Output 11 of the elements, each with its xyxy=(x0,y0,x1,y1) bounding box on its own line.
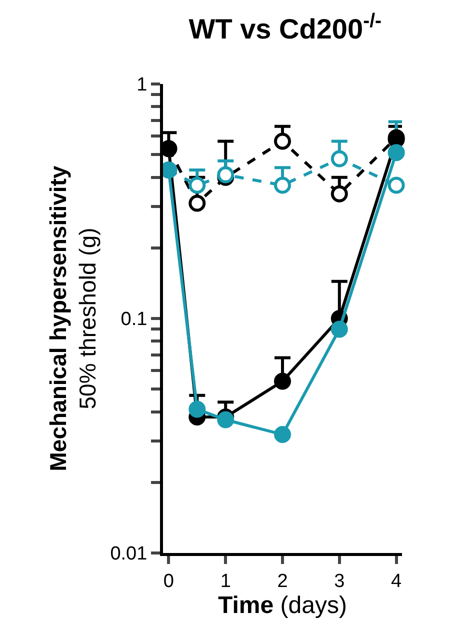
x-axis-title: Time (days) xyxy=(218,592,347,619)
x-tick-label: 3 xyxy=(334,570,345,592)
y-axis-title: Mechanical hypersensitivity 50% threshold (g) xyxy=(44,166,101,472)
x-tick-label: 1 xyxy=(220,570,231,592)
x-tick-label: 4 xyxy=(391,570,402,592)
x-tick-label: 0 xyxy=(163,570,174,592)
x-tick-label: 2 xyxy=(277,570,288,592)
chart-title: WT vs Cd200$^{-/-}$ xyxy=(188,10,382,45)
y-tick-label: 0.01 xyxy=(110,544,148,565)
y-tick-label: 0.1 xyxy=(120,309,148,330)
y-tick-label: 1 xyxy=(136,74,148,96)
